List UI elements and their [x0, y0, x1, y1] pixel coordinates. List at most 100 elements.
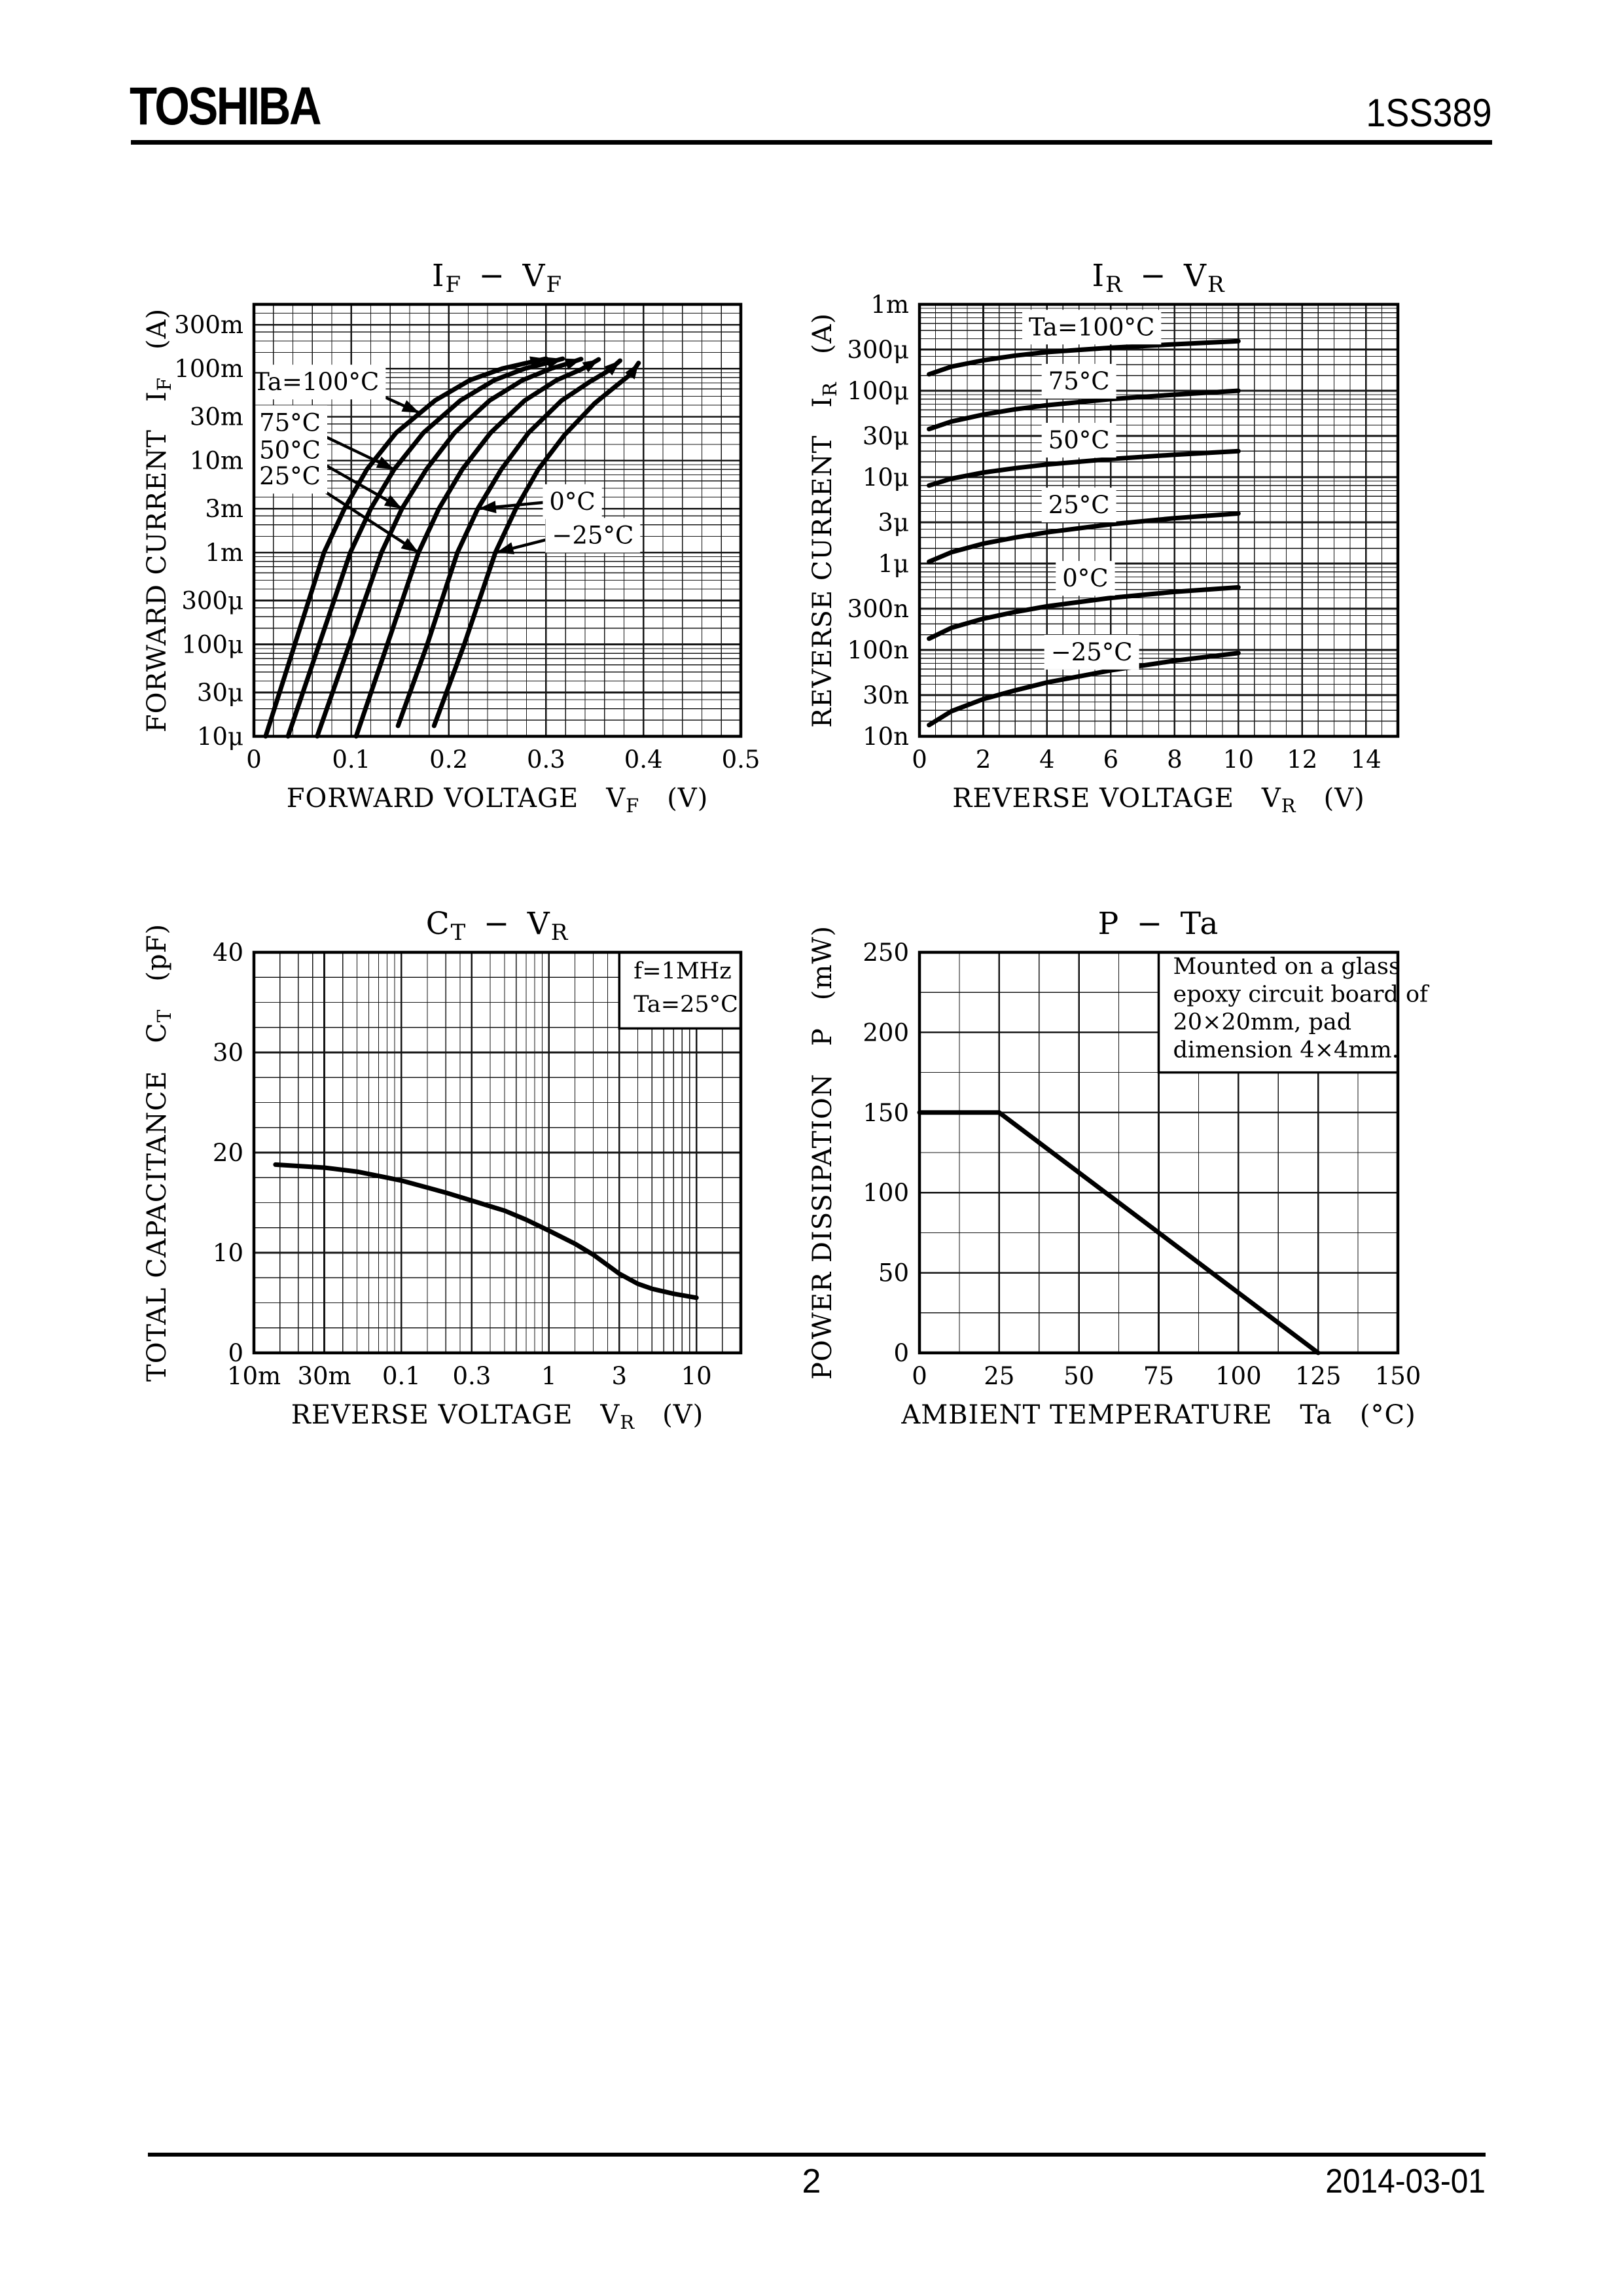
- y-tick-label: 0: [893, 1339, 909, 1367]
- curve-25°C: [927, 511, 1241, 564]
- label-arrow-head: [376, 456, 395, 470]
- y-axis-title: REVERSE CURRENT IR (A): [808, 313, 841, 728]
- curve-label-text: −25°C: [1051, 638, 1133, 666]
- x-axis-title: FORWARD VOLTAGE VF (V): [287, 783, 709, 817]
- annotation-line: 20×20mm, pad: [1173, 1009, 1352, 1035]
- x-tick-label: 0.2: [429, 745, 468, 774]
- chart-ir-vr: Ta=100°C 75°C 50°C 25°C 0°C −25°C 0 2 4 6 8 10 12 14 1…: [808, 258, 1400, 817]
- curve-label-bg: [543, 484, 602, 519]
- chart-title: IR − VR: [1092, 258, 1225, 298]
- y-tick-label: 100: [863, 1179, 909, 1207]
- x-tick-label: 50: [1063, 1362, 1094, 1390]
- chart-title: P − Ta: [1098, 906, 1220, 942]
- curve-label-text: 25°C: [259, 462, 321, 490]
- curve-label: 25°C: [1041, 488, 1116, 523]
- curve-label: 75°C: [253, 405, 395, 471]
- page-number: 2: [802, 2162, 821, 2200]
- x-tick-label: 2: [976, 745, 991, 774]
- y-axis-title: TOTAL CAPACITANCE CT (pF): [142, 924, 175, 1382]
- curve-label-bg: [253, 459, 328, 494]
- y-tick-label: 30μ: [863, 422, 909, 450]
- y-tick-label: 300μ: [847, 336, 909, 364]
- y-tick-label: 3m: [205, 495, 243, 523]
- revision-date: 2014-03-01: [1325, 2162, 1486, 2200]
- x-axis-title: REVERSE VOLTAGE VR (V): [291, 1400, 704, 1433]
- x-tick-label: 6: [1103, 745, 1119, 774]
- x-tick-label: 125: [1295, 1362, 1342, 1390]
- x-tick-label: 8: [1167, 745, 1183, 774]
- x-tick-label: 25: [984, 1362, 1014, 1390]
- annotation-line: dimension 4×4mm.: [1173, 1037, 1399, 1063]
- y-tick-label: 30μ: [197, 679, 243, 707]
- y-tick-label: 100μ: [847, 377, 909, 405]
- y-tick-label: 30m: [190, 403, 243, 431]
- curve-label-text: Ta=100°C: [253, 368, 379, 396]
- x-axis-title: REVERSE VOLTAGE VR (V): [952, 783, 1364, 817]
- label-arrow-head: [383, 494, 402, 509]
- x-axis-title: AMBIENT TEMPERATURE Ta (°C): [901, 1400, 1416, 1430]
- y-axis-title: POWER DISSIPATION P (mW): [808, 925, 838, 1380]
- y-tick-label: 10μ: [197, 723, 243, 751]
- curve-label: Ta=100°C: [1022, 310, 1162, 345]
- annotation-line: Ta=25°C: [633, 992, 738, 1018]
- curve-label-bg: [1044, 634, 1139, 670]
- y-tick-label: 30n: [863, 681, 909, 709]
- label-arrow-head: [496, 542, 515, 554]
- x-tick-label: 10: [1223, 745, 1254, 774]
- curve-label-text: 25°C: [1048, 491, 1110, 519]
- x-tick-label: 0.3: [452, 1362, 491, 1390]
- toshiba-logo: TOSHIBA: [130, 77, 322, 136]
- curve-label: 75°C: [1041, 363, 1116, 399]
- label-arrow-head: [401, 400, 419, 413]
- annotation-line: Mounted on a glass: [1173, 954, 1400, 980]
- curve-label: Ta=100°C: [247, 365, 420, 414]
- curve-P(Ta): [917, 1110, 1321, 1355]
- part-number: 1SS389: [1366, 91, 1492, 135]
- curve-arrow: [546, 357, 563, 369]
- curve-label: −25°C: [495, 518, 641, 554]
- curve-label-text: 75°C: [1048, 367, 1110, 395]
- label-arrow-head: [401, 537, 419, 553]
- plot-frame: [918, 950, 1400, 1355]
- x-tick-label: 0.3: [527, 745, 565, 774]
- curve-label-bg: [545, 518, 641, 553]
- curve-arrow: [604, 361, 620, 376]
- curve-−25°C: [927, 651, 1241, 728]
- x-tick-label: 4: [1039, 745, 1055, 774]
- plot-frame: [252, 302, 743, 738]
- y-tick-label: 100n: [847, 636, 909, 664]
- curve-label-bg: [1041, 423, 1116, 458]
- chart-ct-vr: f=1MHz Ta=25°C 10m 30m 0.1 0.3 1 3 10 0 10 20 30 40 RE…: [142, 906, 743, 1433]
- curve-label-bg: [1041, 488, 1116, 523]
- curve-50°C: [927, 448, 1241, 488]
- y-tick-label: 10μ: [863, 463, 909, 492]
- curve-label-text: 50°C: [1048, 426, 1110, 454]
- x-tick-label: 10: [681, 1362, 712, 1390]
- y-tick-label: 100m: [174, 355, 243, 383]
- curve-Ta=100°C: [927, 338, 1241, 377]
- annotation-box: f=1MHz Ta=25°C: [618, 951, 742, 1030]
- curve-label-bg: [1041, 363, 1116, 399]
- x-tick-label: 12: [1287, 745, 1317, 774]
- curve-50°C: [315, 357, 584, 739]
- curve-Ta=100°C: [263, 356, 548, 739]
- curve-label-bg: [247, 365, 386, 400]
- y-tick-label: 50: [878, 1259, 909, 1287]
- y-tick-label: 1m: [870, 291, 909, 319]
- curve-label: 0°C: [1056, 561, 1115, 596]
- x-tick-label: 1: [541, 1362, 557, 1390]
- y-tick-label: 10: [213, 1239, 243, 1267]
- x-tick-label: 0.1: [382, 1362, 421, 1390]
- x-tick-label: 10m: [227, 1362, 281, 1390]
- footer-rule: [148, 2153, 1486, 2157]
- curve-arrow: [564, 358, 581, 370]
- annotation-line: f=1MHz: [633, 958, 731, 984]
- plot-frame: [918, 302, 1400, 738]
- chart-if-vf: Ta=100°C75°C50°C25°C0°C−25°C0 0.1 0.2 0.3 0.…: [142, 258, 760, 817]
- x-tick-label: 30m: [297, 1362, 351, 1390]
- x-tick-label: 0.1: [332, 745, 370, 774]
